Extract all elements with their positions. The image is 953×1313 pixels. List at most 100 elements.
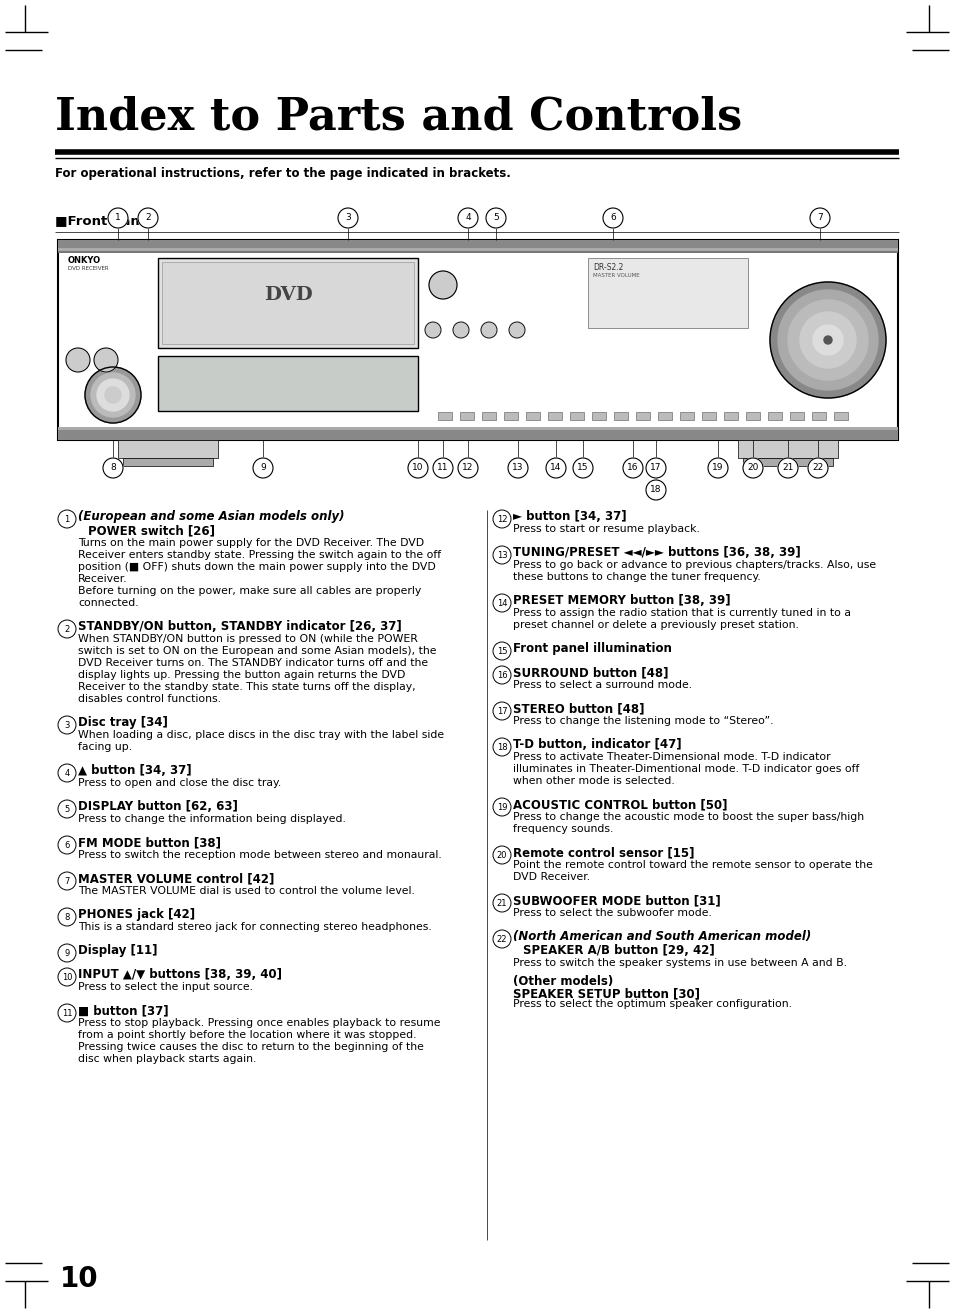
Text: STEREO button [48]: STEREO button [48] [513,702,644,716]
Bar [658,412,671,420]
Text: 9: 9 [64,948,70,957]
Text: Before turning on the power, make sure all cables are properly: Before turning on the power, make sure a… [78,586,421,596]
Text: 11: 11 [436,463,448,473]
Circle shape [453,322,469,337]
Text: ► button [34, 37]: ► button [34, 37] [513,509,626,523]
Circle shape [457,207,477,228]
Text: 10: 10 [60,1264,98,1293]
Bar [158,257,417,348]
Circle shape [800,312,855,368]
Text: 16: 16 [497,671,507,680]
Bar [158,356,417,411]
Circle shape [66,348,90,372]
Text: ▲ button [34, 37]: ▲ button [34, 37] [78,764,192,777]
Circle shape [58,716,76,734]
Text: 14: 14 [550,463,561,473]
Circle shape [58,1004,76,1022]
Circle shape [493,593,511,612]
Text: DVD Receiver.: DVD Receiver. [513,872,590,882]
Circle shape [91,373,135,418]
Circle shape [94,348,118,372]
Bar [614,412,627,420]
Text: Press to start or resume playback.: Press to start or resume playback. [513,524,700,534]
Text: 22: 22 [497,935,507,944]
Circle shape [742,458,762,478]
Bar [679,412,693,420]
Bar [789,412,803,420]
Text: ONKYO: ONKYO [68,256,101,265]
Text: Press to select the optimum speaker configuration.: Press to select the optimum speaker conf… [513,999,791,1008]
Circle shape [787,299,867,379]
Circle shape [58,909,76,926]
Text: 8: 8 [64,913,70,922]
Circle shape [58,800,76,818]
Text: switch is set to ON on the European and some Asian models), the: switch is set to ON on the European and … [78,646,436,656]
Text: frequency sounds.: frequency sounds. [513,825,613,834]
Circle shape [493,509,511,528]
Text: DR-S2.2: DR-S2.2 [593,263,622,272]
Bar [481,412,496,420]
Text: 15: 15 [577,463,588,473]
Text: 21: 21 [781,463,793,473]
Text: STANDBY/ON button, STANDBY indicator [26, 37]: STANDBY/ON button, STANDBY indicator [26… [78,620,401,633]
Bar [58,427,897,429]
Text: 18: 18 [497,742,507,751]
Circle shape [58,764,76,783]
Text: Remote control sensor [15]: Remote control sensor [15] [513,846,694,859]
Bar [569,412,583,420]
Text: 21: 21 [497,898,507,907]
Text: When loading a disc, place discs in the disc tray with the label side: When loading a disc, place discs in the … [78,730,444,741]
Bar [503,412,517,420]
Text: 5: 5 [64,805,70,814]
Text: Press to go back or advance to previous chapters/tracks. Also, use: Press to go back or advance to previous … [513,561,875,570]
Circle shape [809,207,829,228]
Text: preset channel or delete a previously preset station.: preset channel or delete a previously pr… [513,620,798,630]
Text: 7: 7 [64,877,70,885]
Circle shape [408,458,428,478]
Text: 6: 6 [64,840,70,850]
Text: 17: 17 [497,706,507,716]
Circle shape [545,458,565,478]
Text: 11: 11 [62,1008,72,1018]
Circle shape [58,836,76,853]
Text: (European and some Asian models only): (European and some Asian models only) [78,509,344,523]
Circle shape [493,738,511,756]
Text: 4: 4 [465,214,471,222]
Text: Press to activate Theater-Dimensional mode. T-D indicator: Press to activate Theater-Dimensional mo… [513,752,830,762]
Bar [162,263,414,344]
Text: 4: 4 [64,768,70,777]
Text: 20: 20 [746,463,758,473]
Circle shape [253,458,273,478]
Text: FM MODE button [38]: FM MODE button [38] [78,836,221,850]
Circle shape [493,702,511,720]
Circle shape [507,458,527,478]
Text: 1: 1 [64,515,70,524]
Text: Press to change the listening mode to “Stereo”.: Press to change the listening mode to “S… [513,716,773,726]
Text: facing up.: facing up. [78,742,132,752]
Text: 7: 7 [817,214,822,222]
Text: Turns on the main power supply for the DVD Receiver. The DVD: Turns on the main power supply for the D… [78,538,424,548]
Text: For operational instructions, refer to the page indicated in brackets.: For operational instructions, refer to t… [55,167,511,180]
Text: Press to select a surround mode.: Press to select a surround mode. [513,680,691,691]
Circle shape [509,322,524,337]
Text: (Other models): (Other models) [513,976,613,987]
Text: 8: 8 [110,463,115,473]
Circle shape [85,368,141,423]
Circle shape [97,379,129,411]
Circle shape [602,207,622,228]
Text: 6: 6 [610,214,616,222]
Circle shape [457,458,477,478]
Bar [587,257,747,328]
Text: Press to select the subwoofer mode.: Press to select the subwoofer mode. [513,909,711,918]
Text: Press to select the input source.: Press to select the input source. [78,982,253,993]
Circle shape [493,930,511,948]
Bar [723,412,738,420]
Text: 10: 10 [412,463,423,473]
Bar [742,458,832,466]
Circle shape [778,458,797,478]
Text: Press to switch the speaker systems in use between A and B.: Press to switch the speaker systems in u… [513,958,846,968]
Bar [833,412,847,420]
Text: 19: 19 [712,463,723,473]
Circle shape [493,798,511,815]
Bar [459,412,474,420]
